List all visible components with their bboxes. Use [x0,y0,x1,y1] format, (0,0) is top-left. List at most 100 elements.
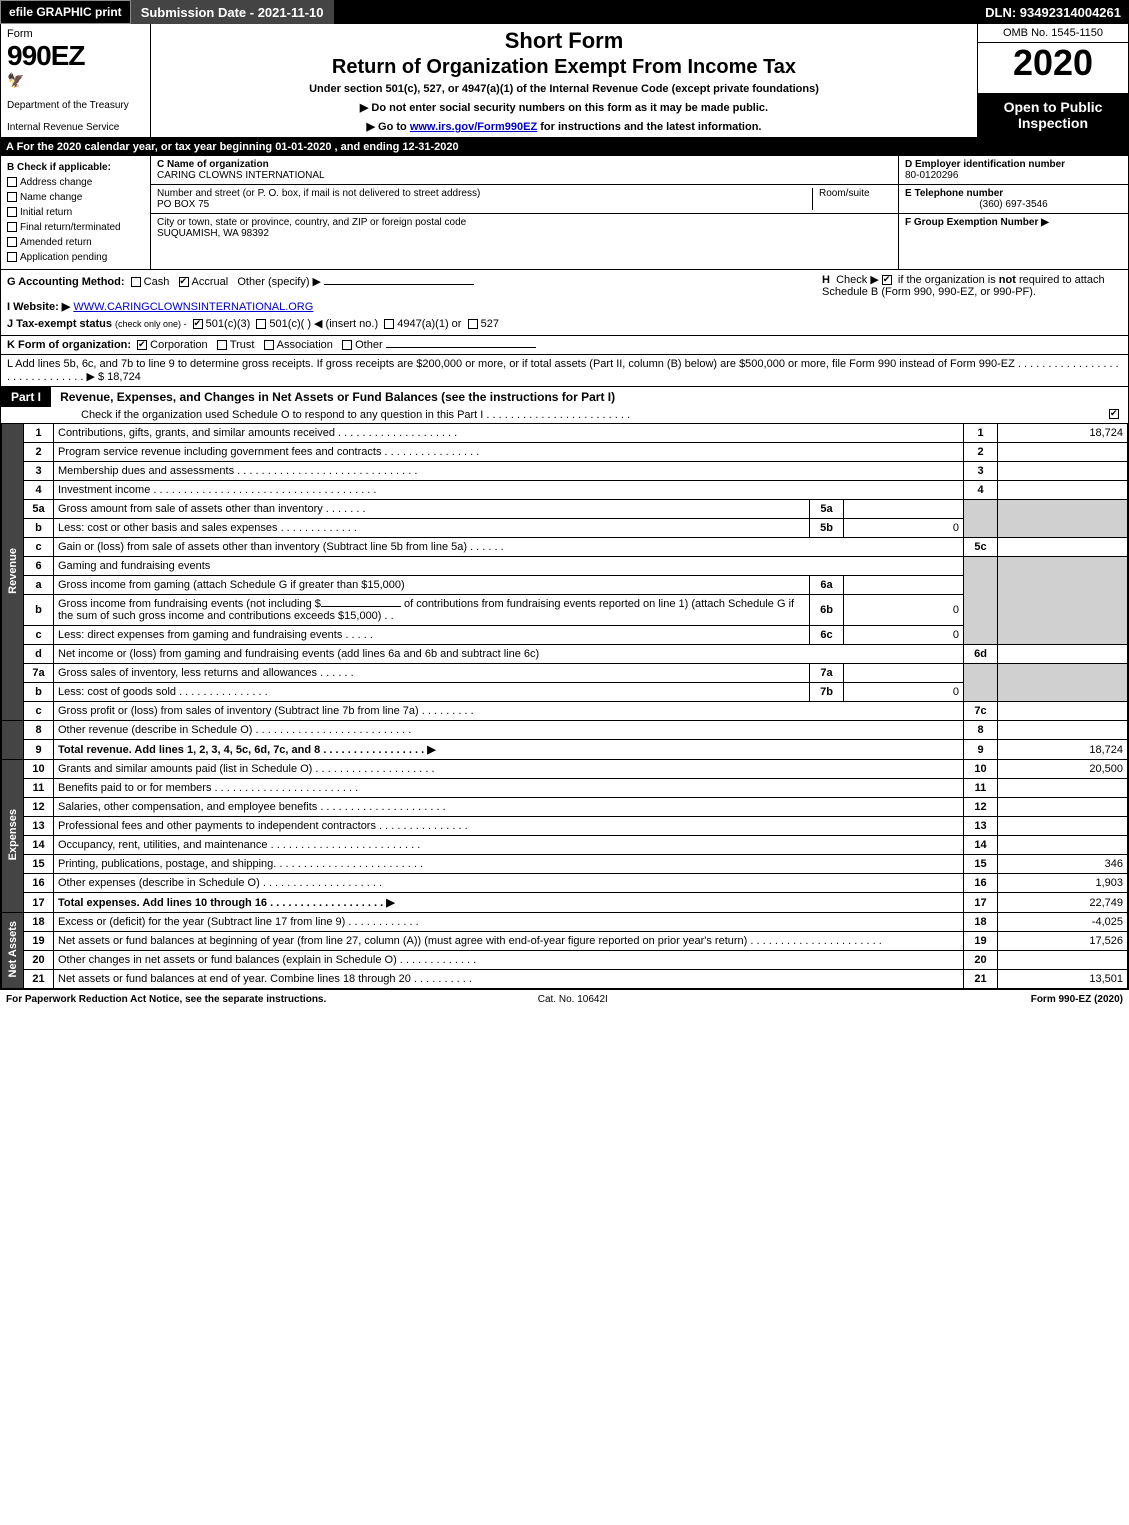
ein-label: D Employer identification number [905,159,1122,170]
tax-year: 2020 [978,43,1128,83]
checkbox-501c[interactable] [256,319,266,329]
j-501c3: 501(c)(3) [206,318,251,330]
shade-6 [964,557,998,645]
checkbox-schedule-o[interactable] [1109,409,1119,419]
check-column: B Check if applicable: Address change Na… [1,156,151,269]
part1-check-line: Check if the organization used Schedule … [81,409,630,421]
header-right: OMB No. 1545-1150 2020 Open to Public In… [978,24,1128,137]
org-name-label: C Name of organization [157,159,892,170]
part1-table: Revenue 1 Contributions, gifts, grants, … [0,423,1129,989]
row-21-desc: Net assets or fund balances at end of ye… [54,970,964,989]
row-14-val [998,836,1128,855]
checkbox-name-change[interactable] [7,192,17,202]
row-16-ln: 16 [964,874,998,893]
room-label: Room/suite [812,188,892,210]
row-6a-num: a [24,576,54,595]
row-19-desc: Net assets or fund balances at beginning… [54,932,964,951]
row-15-val: 346 [998,855,1128,874]
row-7a-num: 7a [24,664,54,683]
checkbox-address-change[interactable] [7,177,17,187]
row-5c-desc: Gain or (loss) from sale of assets other… [54,538,964,557]
row-17-desc: Total expenses. Add lines 10 through 16 … [54,893,964,913]
row-6b-sub: 6b [810,595,844,626]
row-17-ln: 17 [964,893,998,913]
checkbox-corp[interactable] [137,340,147,350]
row-6-desc: Gaming and fundraising events [54,557,964,576]
ssn-warning: ▶ Do not enter social security numbers o… [159,101,969,114]
checkbox-accrual[interactable] [179,277,189,287]
checkbox-527[interactable] [468,319,478,329]
top-bar: efile GRAPHIC print Submission Date - 20… [0,0,1129,24]
row-6a-desc: Gross income from gaming (attach Schedul… [54,576,810,595]
checkbox-501c3[interactable] [193,319,203,329]
row-16-num: 16 [24,874,54,893]
org-info: C Name of organization CARING CLOWNS INT… [151,156,898,269]
revenue-vlabel: Revenue [2,424,24,721]
row-8-ln: 8 [964,721,998,740]
row-10-desc: Grants and similar amounts paid (list in… [54,760,964,779]
row-6c-num: c [24,626,54,645]
row-17-val: 22,749 [998,893,1128,913]
treasury-seal-icon: 🦅 [7,72,144,89]
k-other: Other [355,339,383,351]
irs-line: Internal Revenue Service [7,122,144,133]
header-mid: Short Form Return of Organization Exempt… [151,24,978,137]
revenue-vlabel-cont [2,721,24,760]
part1-bar: Part I [1,387,51,407]
row-10-num: 10 [24,760,54,779]
row-18-ln: 18 [964,913,998,932]
shade-6v [998,557,1128,645]
row-14-desc: Occupancy, rent, utilities, and maintena… [54,836,964,855]
6b-blank-input[interactable] [321,606,401,607]
checkbox-cash[interactable] [131,277,141,287]
checkbox-assoc[interactable] [264,340,274,350]
checkbox-other-org[interactable] [342,340,352,350]
checkbox-amended[interactable] [7,237,17,247]
street-cell: Number and street (or P. O. box, if mail… [151,185,898,214]
row-10-val: 20,500 [998,760,1128,779]
efile-print-button[interactable]: efile GRAPHIC print [0,0,131,24]
row-5b-sub: 5b [810,519,844,538]
l-amount: 18,724 [107,371,141,383]
row-13-ln: 13 [964,817,998,836]
irs-link[interactable]: www.irs.gov/Form990EZ [410,121,537,133]
row-6d-desc: Net income or (loss) from gaming and fun… [54,645,964,664]
k-assoc: Association [277,339,333,351]
street-value: PO BOX 75 [157,199,812,210]
form-word: Form [7,28,144,40]
other-label: Other (specify) ▶ [237,276,321,288]
row-8-desc: Other revenue (describe in Schedule O) .… [54,721,964,740]
other-org-input[interactable] [386,347,536,348]
goto-post: for instructions and the latest informat… [537,121,761,133]
cash-label: Cash [144,276,170,288]
other-specify-input[interactable] [324,284,474,285]
row-8-num: 8 [24,721,54,740]
checkbox-4947[interactable] [384,319,394,329]
row-1-desc: Contributions, gifts, grants, and simila… [54,424,964,443]
row-6b-desc: Gross income from fundraising events (no… [54,595,810,626]
website-link[interactable]: WWW.CARINGCLOWNSINTERNATIONAL.ORG [73,301,313,313]
netassets-vlabel: Net Assets [2,913,24,989]
h-label: H [822,274,830,286]
check-label: B Check if applicable: [7,160,144,175]
checkbox-final-return[interactable] [7,222,17,232]
open-to-public: Open to Public Inspection [978,93,1128,137]
row-19-val: 17,526 [998,932,1128,951]
row-1-num: 1 [24,424,54,443]
checkbox-h[interactable] [882,275,892,285]
row-6c-desc: Less: direct expenses from gaming and fu… [54,626,810,645]
j-527: 527 [481,318,499,330]
shade-5 [964,500,998,538]
row-2-num: 2 [24,443,54,462]
tel-label: E Telephone number [905,188,1122,199]
checkbox-initial-return[interactable] [7,207,17,217]
final-return-label: Final return/terminated [20,222,121,233]
row-2-val [998,443,1128,462]
k-corp: Corporation [150,339,207,351]
mid-section: G Accounting Method: Cash Accrual Other … [0,270,1129,336]
i-label: I Website: ▶ [7,301,70,313]
row-5a-sub: 5a [810,500,844,519]
row-7a-sv [844,664,964,683]
checkbox-pending[interactable] [7,252,17,262]
checkbox-trust[interactable] [217,340,227,350]
